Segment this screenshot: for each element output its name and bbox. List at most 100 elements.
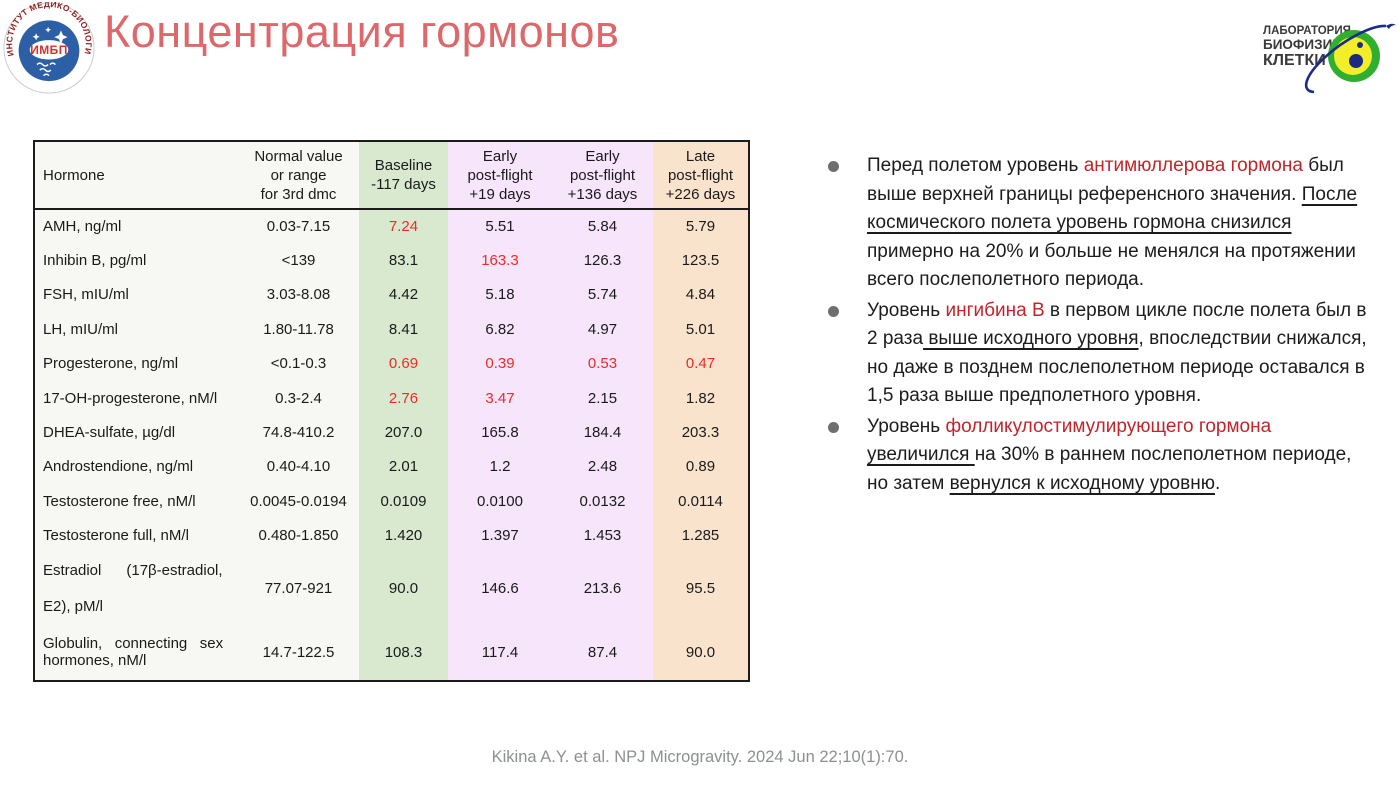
hormone-name-cell: FSH, mIU/ml [34,277,238,313]
table-row: Androstendione, ng/ml 0.40-4.10 2.01 1.2 2.4… [34,449,749,485]
body-text: Уровень [867,299,946,321]
table-body: AMH, ng/ml 0.03-7.15 7.24 5.51 5.84 5.79 Inhib… [34,209,749,681]
value-cell: 0.0132 [552,484,653,519]
value-cell: 1.420 [359,518,448,553]
value-cell: 2.48 [552,449,653,485]
table-row: FSH, mIU/ml 3.03-8.08 4.42 5.18 5.74 4.84 [34,277,749,313]
value-cell: 0.3-2.4 [238,380,359,416]
star-icon [54,30,68,44]
value-cell: 146.6 [448,552,552,625]
value-cell: 90.0 [653,624,749,681]
value-cell: 0.39 [448,346,552,381]
value-cell: 0.0100 [448,484,552,519]
value-cell: 7.24 [359,209,448,244]
lab-logo-line1: ЛАБОРАТОРИЯ [1263,25,1351,37]
table-row: Globulin, connecting sex hormones, nM/l 1… [34,624,749,681]
value-cell: 95.5 [653,552,749,625]
value-cell: <139 [238,243,359,278]
value-cell: <0.1-0.3 [238,346,359,381]
value-cell: 3.47 [448,380,552,416]
body-text: был выше верхней границы референсного зн… [867,155,1344,205]
value-cell: 5.84 [552,209,653,244]
value-cell: 117.4 [448,624,552,681]
value-cell: 5.18 [448,277,552,313]
logo-oval [29,40,69,60]
hormone-name-cell: 17-OH-progesterone, nM/l [34,380,238,416]
value-cell: 0.0109 [359,484,448,519]
bullet-item: Перед полетом уровень антимюллерова горм… [820,152,1372,295]
waves-icon [36,62,56,77]
bullet-text: Уровень ингибина В в первом цикле после … [867,297,1367,411]
hormone-name-cell: Progesterone, ng/ml [34,346,238,381]
value-cell: 2.15 [552,380,653,416]
table-row: DHEA-sulfate, µg/dl 74.8-410.2 207.0 165.8 1… [34,415,749,450]
hormone-table-wrap: Hormone Normal value or range for 3rd dmc… [33,140,750,682]
highlighted-text: вернулся к исходному уровню [949,472,1215,494]
value-cell: 0.480-1.850 [238,518,359,553]
value-cell: 213.6 [552,552,653,625]
lab-logo-line2: БИОФИЗИКИ [1263,37,1350,52]
hormone-name-cell: DHEA-sulfate, µg/dl [34,415,238,450]
table-row: Testosterone free, nM/l 0.0045-0.0194 0.01… [34,484,749,519]
hormone-name-cell: Testosterone full, nM/l [34,518,238,553]
table-row: Progesterone, ng/ml <0.1-0.3 0.69 0.39 0.53 0… [34,346,749,381]
value-cell: 0.03-7.15 [238,209,359,244]
highlighted-text: ингибина В [945,299,1045,321]
imbp-logo: ИНСТИТУТ МЕДИКО-БИОЛОГИЧЕСКИХ ПРОБЛЕМ ✦ … [3,2,95,94]
star-icon [45,26,52,33]
hormone-name-cell: Estradiol (17β-estradiol, E2), pM/l [34,552,238,625]
citation: Kikina A.Y. et al. NPJ Microgravity. 202… [491,748,909,766]
hormone-name-cell: Globulin, connecting sex hormones, nM/l [34,624,238,681]
value-cell: 5.01 [653,312,749,347]
value-cell: 5.51 [448,209,552,244]
value-cell: 77.07-921 [238,552,359,625]
bullet-text: Перед полетом уровень антимюллерова горм… [867,152,1367,295]
highlighted-text: фолликулостимулирующего гормона [945,415,1272,437]
table-row: Inhibin B, pg/ml <139 83.1 163.3 126.3 123.5 [34,243,749,278]
value-cell: 83.1 [359,243,448,278]
body-text: примерно на 20% и больше не менялся на п… [867,240,1356,291]
bullet-item: Уровень ингибина В в первом цикле после … [820,297,1372,411]
value-cell: 0.69 [359,346,448,381]
column-header: Late post-flight +226 days [653,141,749,209]
bullet-list: Перед полетом уровень антимюллерова горм… [820,152,1372,500]
value-cell: 3.03-8.08 [238,277,359,313]
logo-abbr: ИМБП [30,43,68,57]
value-cell: 4.42 [359,277,448,313]
column-header: Early post-flight +19 days [448,141,552,209]
value-cell: 0.40-4.10 [238,449,359,485]
table-row: LH, mIU/ml 1.80-11.78 8.41 6.82 4.97 5.01 [34,312,749,347]
hormone-name-cell: Inhibin B, pg/ml [34,243,238,278]
value-cell: 0.0114 [653,484,749,519]
hormone-name-cell: Androstendione, ng/ml [34,449,238,485]
body-text: Перед полетом уровень [867,155,1084,176]
value-cell: 8.41 [359,312,448,347]
value-cell: 126.3 [552,243,653,278]
value-cell: 0.89 [653,449,749,485]
body-text: в первом цикле после полета был в 2 раза [867,299,1367,350]
value-cell: 207.0 [359,415,448,450]
lab-logo-line3: КЛЕТКИ [1263,52,1326,69]
value-cell: 108.3 [359,624,448,681]
table-row: Testosterone full, nM/l 0.480-1.850 1.420 1… [34,518,749,553]
value-cell: 14.7-122.5 [238,624,359,681]
value-cell: 6.82 [448,312,552,347]
table-row: AMH, ng/ml 0.03-7.15 7.24 5.51 5.84 5.79 [34,209,749,244]
value-cell: 1.397 [448,518,552,553]
page-title: Концентрация гормонов [104,6,620,57]
value-cell: 1.2 [448,449,552,485]
value-cell: 2.01 [359,449,448,485]
hormone-name-cell: Testosterone free, nM/l [34,484,238,519]
bullet-item: Уровень фолликулостимулирующего гормона … [820,413,1372,499]
column-header: Baseline -117 days [359,141,448,209]
value-cell: 90.0 [359,552,448,625]
value-cell: 0.0045-0.0194 [238,484,359,519]
bullet-icon [828,421,839,433]
body-text: на 30% в раннем послеполетном периоде, н… [867,444,1352,494]
table-row: Estradiol (17β-estradiol, E2), pM/l 77.07… [34,552,749,625]
highlighted-text: увеличился [867,444,975,465]
value-cell: 5.74 [552,277,653,313]
body-text: , впоследствии снижался, но даже в поздн… [867,328,1367,406]
value-cell: 4.97 [552,312,653,347]
